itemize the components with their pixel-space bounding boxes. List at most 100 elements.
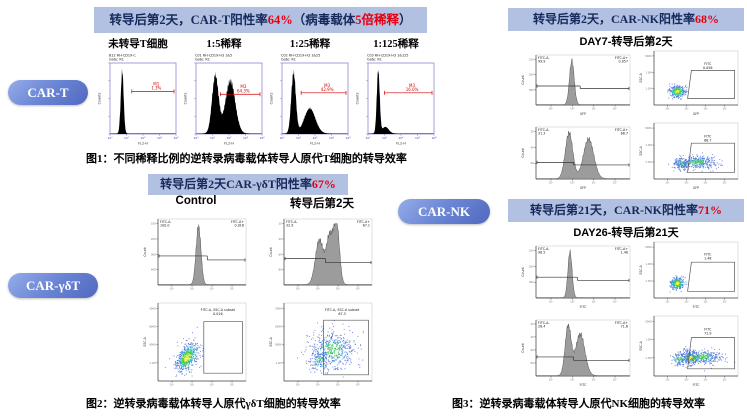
svg-text:Counts: Counts: [184, 92, 188, 104]
svg-text:500K: 500K: [645, 245, 652, 249]
svg-text:FITC-A-: FITC-A-: [160, 220, 172, 224]
svg-text:40: 40: [278, 237, 282, 241]
svg-text:900K: 900K: [149, 343, 156, 347]
nk-day26-neg-scatter: 1.5M 1.0M 500K 10² 10³ 10⁴ 10⁵ FITC 1.48 FITC SSC-…: [638, 237, 742, 309]
svg-text:1.5M: 1.5M: [645, 279, 651, 283]
svg-text:10⁴: 10⁴: [336, 287, 340, 291]
svg-text:10³: 10³: [570, 181, 574, 185]
svg-text:68.7: 68.7: [621, 132, 628, 136]
svg-text:200: 200: [529, 264, 534, 268]
svg-text:60: 60: [278, 252, 282, 256]
svg-text:300K: 300K: [149, 306, 156, 310]
svg-text:500K: 500K: [645, 319, 652, 323]
svg-text:71.9: 71.9: [704, 331, 711, 335]
svg-text:FL2-H: FL2-H: [224, 142, 234, 146]
nk-day26-pos-histogram: 80 60 40 20 10² 10³ 10⁴ 10⁵ FITC-A- 28.4 FITC-A+ 71…: [520, 311, 634, 387]
gdt-day2-histogram: 80 60 40 20 10² 10³ 10⁴ 10⁵ FITC-A- 32.9 FITC-A+ 67…: [268, 210, 376, 296]
svg-text:Gate: R1: Gate: R1: [281, 57, 296, 61]
cart-histogram-1-25: C02 RH-CD19-H3 1&25 Gate: R1 10⁰ 10¹ 10² 10³ 1…: [269, 52, 352, 146]
svg-text:10⁵: 10⁵: [356, 287, 360, 291]
svg-text:10⁴: 10⁴: [345, 136, 351, 140]
svg-text:10⁴: 10⁴: [210, 383, 214, 387]
svg-text:FITC-A+: FITC-A+: [231, 220, 244, 224]
svg-text:40: 40: [530, 335, 534, 339]
svg-text:FITC-A+: FITC-A+: [615, 128, 628, 132]
gdt-day2-scatter: 1.2M 900K 600K 300K 10² 10³ 10⁴ 10⁵ FITC-A, SSC-…: [268, 298, 376, 392]
svg-text:FL2-H: FL2-H: [138, 142, 148, 146]
svg-text:10²: 10²: [170, 383, 174, 387]
svg-text:10⁴: 10⁴: [173, 136, 179, 140]
svg-text:FITC: FITC: [693, 383, 701, 387]
svg-text:10⁴: 10⁴: [431, 136, 437, 140]
svg-text:1.0M: 1.0M: [645, 70, 651, 74]
svg-text:GFP: GFP: [580, 186, 586, 190]
svg-text:10⁵: 10⁵: [613, 378, 617, 382]
svg-text:M1: M1: [153, 81, 159, 86]
svg-text:GFP: GFP: [693, 186, 699, 190]
svg-text:SSC-A: SSC-A: [639, 145, 643, 155]
svg-text:M3: M3: [409, 83, 415, 88]
svg-text:10²: 10²: [170, 287, 174, 291]
svg-text:100: 100: [529, 249, 534, 253]
svg-text:10⁴: 10⁴: [592, 378, 596, 382]
cart-col-label-1-125: 1:125稀释: [373, 39, 419, 50]
svg-text:40: 40: [530, 145, 534, 149]
svg-text:10⁴: 10⁴: [592, 300, 596, 304]
svg-text:FITC-A-: FITC-A-: [538, 247, 550, 251]
svg-text:10⁴: 10⁴: [703, 378, 707, 382]
svg-text:10⁵: 10⁵: [356, 383, 360, 387]
figure3-caption: 图3：逆转录病毒载体转导人原代NK细胞的转导效率: [452, 398, 705, 410]
svg-text:Count: Count: [521, 148, 525, 158]
svg-text:Counts: Counts: [356, 92, 360, 104]
nk-day26-pos-scatter: 1.5M 1.0M 500K 10² 10³ 10⁴ 10⁵ FITC 71.9 FITC SSC-…: [638, 311, 742, 387]
svg-text:1.5M: 1.5M: [645, 356, 651, 360]
svg-text:FITC-A, SSC-A subset: FITC-A, SSC-A subset: [325, 308, 360, 312]
svg-text:300K: 300K: [275, 306, 282, 310]
svg-text:1.2M: 1.2M: [149, 361, 155, 365]
nk-day7-pos-histogram: 60 40 20 10² 10³ 10⁴ 10⁵ FITC-A- 31.3 FITC-A+ 68.7…: [520, 118, 634, 190]
svg-text:32.9: 32.9: [286, 224, 293, 228]
svg-text:10²: 10²: [549, 107, 553, 111]
svg-text:10²: 10²: [549, 181, 553, 185]
gdt-badge: CAR-γδT: [8, 273, 98, 298]
svg-text:10²: 10²: [296, 287, 300, 291]
svg-text:FITC: FITC: [580, 383, 588, 387]
svg-text:200: 200: [151, 237, 156, 241]
cart-histogram-untransduced: B12 RH-CD19-C Gate: R1 10⁰ 10¹ 10² 10³ 10⁴ FL2-…: [97, 52, 180, 146]
svg-text:10³: 10³: [684, 300, 688, 304]
svg-text:10⁵: 10⁵: [613, 107, 617, 111]
svg-text:64.3%: 64.3%: [237, 88, 250, 93]
svg-text:FL2-H: FL2-H: [396, 142, 406, 146]
svg-text:10³: 10³: [329, 136, 335, 140]
cart-col-label-1-25: 1:25稀释: [289, 39, 331, 50]
svg-text:1.48: 1.48: [704, 256, 711, 260]
svg-text:M3: M3: [324, 83, 330, 88]
svg-text:1.5M: 1.5M: [645, 87, 651, 91]
gdt-control-scatter: 1.2M 900K 600K 300K 10² 10³ 10⁴ 10⁵ FITC-A, SSC-…: [142, 298, 250, 392]
svg-text:10²: 10²: [398, 136, 404, 140]
svg-text:99.9: 99.9: [538, 60, 545, 64]
svg-text:60: 60: [530, 348, 534, 352]
svg-text:600K: 600K: [149, 325, 156, 329]
svg-text:10²: 10²: [665, 378, 669, 382]
svg-text:FITC-A-: FITC-A-: [538, 321, 550, 325]
nk-day21-header: 转导后第21天，CAR-NK阳性率71%: [508, 199, 744, 222]
figure1-caption: 图1：不同稀释比例的逆转录病毒载体转导人原代T细胞的转导效率: [86, 153, 407, 165]
svg-text:10⁴: 10⁴: [592, 181, 596, 185]
svg-text:10²: 10²: [296, 383, 300, 387]
svg-text:0.016: 0.016: [213, 312, 222, 316]
cart-histogram-1-125: C03 RH-CD19-H3 1&125 Gate: R1 10⁰ 10¹ 10² 10³…: [355, 52, 438, 146]
svg-text:400: 400: [151, 268, 156, 272]
svg-text:10¹: 10¹: [296, 136, 302, 140]
svg-text:98.5: 98.5: [538, 251, 545, 255]
svg-text:10⁵: 10⁵: [613, 181, 617, 185]
svg-text:10¹: 10¹: [382, 136, 388, 140]
svg-text:10⁰: 10⁰: [107, 136, 113, 140]
svg-text:10²: 10²: [312, 136, 318, 140]
svg-text:80: 80: [530, 361, 534, 365]
svg-text:GFP: GFP: [693, 112, 699, 116]
svg-text:10³: 10³: [570, 378, 574, 382]
svg-text:10⁴: 10⁴: [703, 300, 707, 304]
svg-text:FITC: FITC: [704, 135, 712, 139]
